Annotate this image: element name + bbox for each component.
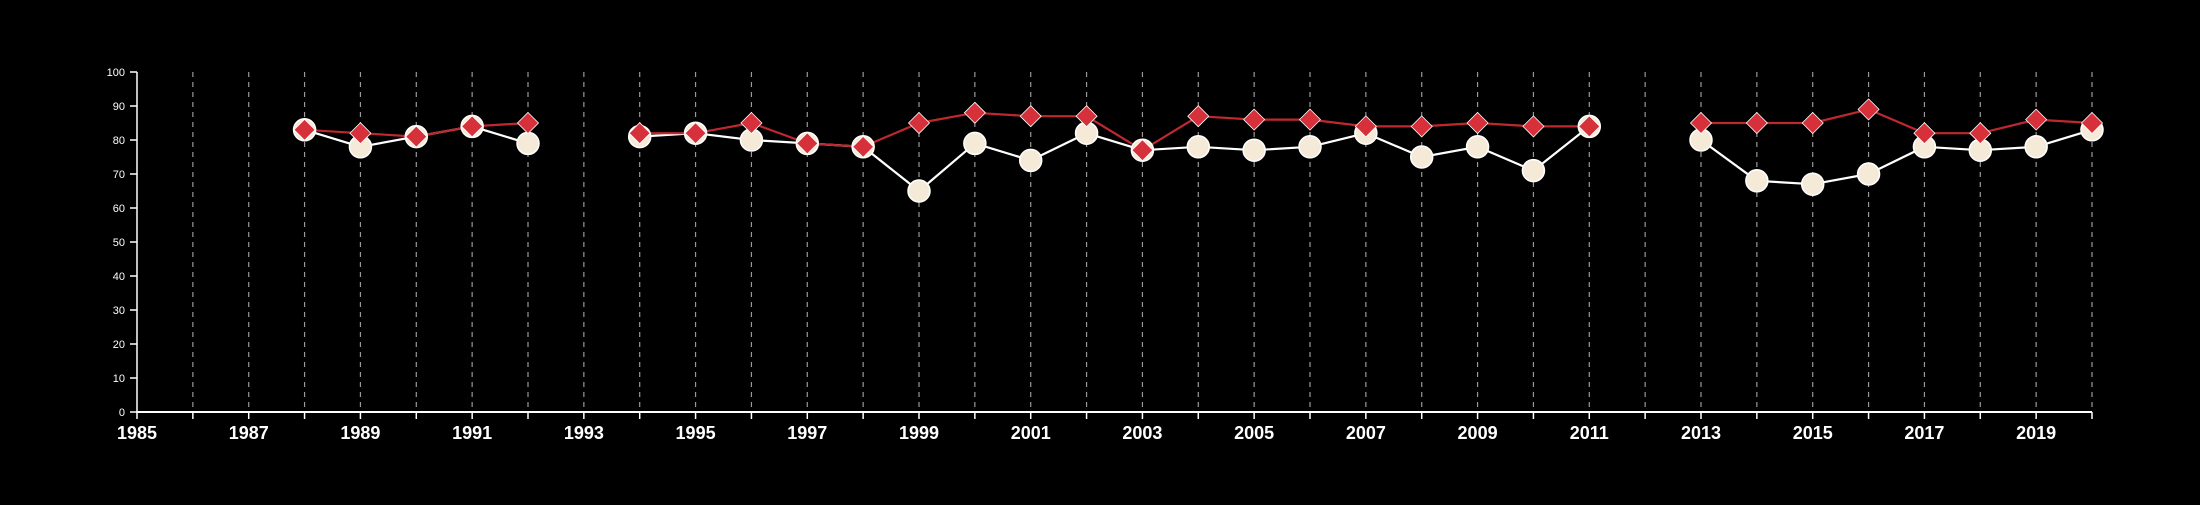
series-2-point-1994	[628, 122, 651, 145]
series-2-line-segment-2	[639, 111, 1590, 152]
grid-layer	[192, 72, 2093, 412]
x-tick-label-2001: 2001	[1011, 423, 1051, 443]
y-tick-label-20: 20	[113, 339, 125, 351]
x-tick-label-2019: 2019	[2016, 423, 2056, 443]
series-2-point-2005	[1243, 108, 1266, 131]
series-2-point-1998	[852, 135, 875, 158]
series-2-point-2017	[1913, 122, 1936, 145]
series-2-point-2014	[1745, 111, 1768, 135]
series-2-point-2013	[1689, 111, 1713, 135]
x-tick-label-2013: 2013	[1681, 423, 1721, 443]
series-2-point-2016	[1857, 98, 1880, 121]
series-2-point-1995	[684, 122, 707, 145]
series-2-point-2000	[963, 101, 986, 124]
series-2-point-2011	[1578, 115, 1601, 138]
x-tick-label-1989: 1989	[340, 423, 380, 443]
y-tick-label-100: 100	[107, 67, 125, 79]
y-tick-label-60: 60	[113, 203, 125, 215]
y-tick-label-50: 50	[113, 237, 125, 249]
y-tick-label-40: 40	[113, 271, 125, 283]
series-1-point-2006	[1298, 135, 1322, 159]
x-tick-label-1985: 1985	[117, 423, 157, 443]
x-tick-label-2009: 2009	[1458, 423, 1498, 443]
series-2-point-2003	[1131, 139, 1154, 162]
series-1-point-2014	[1745, 169, 1769, 193]
x-tick-label-2007: 2007	[1346, 423, 1386, 443]
series-2-point-2007	[1354, 115, 1377, 138]
y-tick-label-80: 80	[113, 135, 125, 147]
series-1-point-1992	[516, 131, 540, 156]
series-2-point-2009	[1466, 111, 1489, 135]
series-2-point-1997	[796, 132, 819, 155]
series-1-point-2005	[1242, 138, 1266, 162]
x-tick-label-1987: 1987	[229, 423, 269, 443]
y-tick-label-0: 0	[119, 407, 125, 419]
series-2-point-1988	[293, 118, 316, 141]
series-1-point-2009	[1465, 135, 1490, 159]
y-tick-label-30: 30	[113, 305, 125, 317]
x-tick-label-2015: 2015	[1793, 423, 1833, 443]
series-2-point-2020	[2080, 111, 2104, 135]
x-tick-label-2017: 2017	[1904, 423, 1944, 443]
series-2-point-2015	[1801, 111, 1824, 135]
series-2-point-2004	[1187, 105, 1210, 128]
series-1-point-2015	[1800, 172, 1825, 196]
series-1-point-2004	[1186, 135, 1211, 159]
series-2-point-1991	[461, 115, 484, 138]
series-1-point-2016	[1856, 162, 1881, 186]
series-2-point-2010	[1522, 115, 1545, 138]
series-2-point-1999	[907, 111, 931, 135]
y-tick-label-10: 10	[113, 373, 125, 385]
series-2-point-2002	[1075, 105, 1098, 128]
series-1-point-2000	[963, 131, 987, 156]
axes-layer: 0 10 20 30 40 50 60 70 80 90 100 1985 1987 1989 1991 19…	[107, 67, 2093, 443]
series-2-point-1996	[740, 111, 763, 135]
series-2-point-2018	[1969, 122, 1992, 145]
y-tick-label-70: 70	[113, 169, 125, 181]
series-2-point-2001	[1019, 105, 1042, 128]
series-layer	[292, 98, 2104, 203]
x-tick-label-1991: 1991	[452, 423, 492, 443]
series-2-point-2006	[1298, 108, 1322, 131]
x-tick-label-2005: 2005	[1234, 423, 1274, 443]
series-2-point-2008	[1410, 115, 1433, 138]
series-1-point-2010	[1521, 158, 1546, 183]
x-tick-label-1999: 1999	[899, 423, 939, 443]
x-tick-label-2011: 2011	[1570, 423, 1609, 443]
series-1-point-2019	[2024, 135, 2048, 159]
x-tick-label-1993: 1993	[564, 423, 604, 443]
series-1-point-2008	[1409, 145, 1434, 169]
series-2-point-2019	[2025, 108, 2048, 131]
x-tick-label-1997: 1997	[787, 423, 827, 443]
x-tick-label-1995: 1995	[676, 423, 716, 443]
series-2-point-1992	[516, 111, 540, 135]
series-2-point-1990	[405, 125, 428, 148]
series-1-point-1999	[907, 179, 931, 203]
y-tick-label-90: 90	[113, 101, 125, 113]
series-2-point-1989	[349, 122, 372, 145]
series-1-line-segment-2	[639, 125, 1590, 193]
series-1-point-2001	[1018, 148, 1043, 173]
x-tick-label-2003: 2003	[1122, 423, 1162, 443]
